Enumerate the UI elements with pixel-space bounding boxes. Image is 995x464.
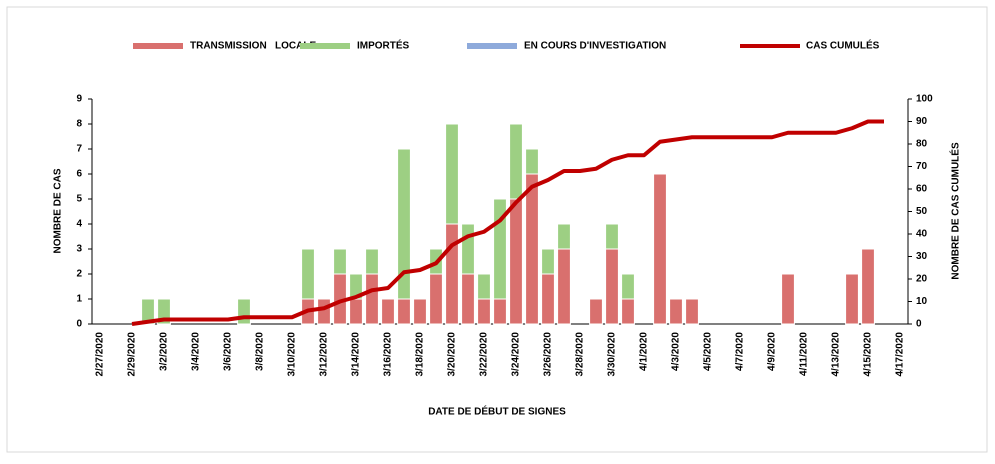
bar-segment: [365, 248, 379, 275]
y2-tick-label: 20: [916, 274, 928, 285]
y2-tick-label: 80: [916, 139, 928, 150]
y2-tick-label: 0: [916, 319, 922, 330]
x-tick-label: 3/20/2020: [447, 332, 458, 377]
bar-segment: [381, 298, 395, 325]
bar-segment: [493, 298, 507, 325]
x-tick-label: 4/17/2020: [895, 332, 906, 377]
bar-segment: [445, 123, 459, 225]
x-tick-label: 2/27/2020: [95, 332, 106, 377]
bar-segment: [141, 298, 155, 325]
x-tick-label: 3/26/2020: [543, 332, 554, 377]
y-tick-label: 1: [76, 294, 82, 305]
bar-segment: [397, 298, 411, 325]
y-tick-label: 8: [76, 119, 82, 130]
bar-segment: [445, 223, 459, 325]
legend-swatch: [133, 43, 183, 49]
y2-axis-title: NOMBRE DE CAS CUMULÉS: [949, 142, 962, 280]
bar-segment: [541, 273, 555, 325]
bar-segment: [621, 273, 635, 300]
bar-segment: [525, 148, 539, 175]
x-tick-label: 2/29/2020: [127, 332, 138, 377]
bar-segment: [653, 173, 667, 325]
x-tick-label: 4/13/2020: [831, 332, 842, 377]
bar-segment: [781, 273, 795, 325]
x-tick-label: 3/6/2020: [223, 332, 234, 371]
bar-segment: [621, 298, 635, 325]
x-tick-label: 3/18/2020: [415, 332, 426, 377]
y-tick-label: 4: [76, 219, 82, 230]
line-series: [131, 119, 884, 326]
bar-segment: [605, 248, 619, 325]
y-tick-label: 2: [76, 269, 82, 280]
x-tick-label: 3/8/2020: [255, 332, 266, 371]
bar-segment: [349, 298, 363, 325]
x-tick-label: 3/4/2020: [191, 332, 202, 371]
x-tick-label: 3/14/2020: [351, 332, 362, 377]
x-tick-label: 3/24/2020: [511, 332, 522, 377]
bar-segment: [669, 298, 683, 325]
legend-swatch: [467, 43, 517, 49]
bar-segment: [541, 248, 555, 275]
x-tick-label: 3/12/2020: [319, 332, 330, 377]
bar-segment: [413, 298, 427, 325]
bar-segment: [557, 248, 571, 325]
y-tick-label: 7: [76, 144, 82, 155]
bar-segment: [397, 148, 411, 300]
x-tick-label: 4/5/2020: [703, 332, 714, 371]
x-tick-label: 3/28/2020: [575, 332, 586, 377]
y2-tick-label: 10: [916, 296, 928, 307]
bar-segment: [557, 223, 571, 250]
y2-tick-label: 50: [916, 206, 928, 217]
x-tick-label: 3/16/2020: [383, 332, 394, 377]
y2-tick-label: 30: [916, 251, 928, 262]
bar-segment: [317, 298, 331, 325]
x-tick-label: 4/11/2020: [799, 332, 810, 376]
y2-tick-label: 70: [916, 161, 928, 172]
y-tick-label: 6: [76, 169, 82, 180]
bar-segment: [477, 273, 491, 300]
bar-segment: [589, 298, 603, 325]
legend-label: CAS CUMULÉS: [806, 39, 880, 52]
x-axis-title: DATE DE DÉBUT DE SIGNES: [428, 405, 566, 418]
y2-tick-label: 40: [916, 229, 928, 240]
bar-segment: [333, 248, 347, 275]
bar-segment: [365, 273, 379, 325]
bar-segment: [605, 223, 619, 250]
y2-tick-label: 100: [916, 94, 933, 105]
y-tick-label: 0: [76, 319, 82, 330]
bar-segment: [685, 298, 699, 325]
x-tick-label: 3/22/2020: [479, 332, 490, 377]
y-axis-title: NOMBRE DE CAS: [53, 168, 64, 253]
x-tick-label: 4/7/2020: [735, 332, 746, 371]
bar-segment: [237, 298, 251, 325]
x-tick-label: 3/10/2020: [287, 332, 298, 377]
bar-segment: [525, 173, 539, 325]
bar-segment: [477, 298, 491, 325]
bar-segment: [509, 123, 523, 200]
y-tick-label: 3: [76, 244, 82, 255]
x-tick-label: 4/9/2020: [767, 332, 778, 371]
x-tick-label: 4/1/2020: [639, 332, 650, 371]
bar-segment: [461, 273, 475, 325]
y-tick-label: 9: [76, 94, 82, 105]
y2-tick-label: 90: [916, 116, 928, 127]
x-tick-label: 3/2/2020: [159, 332, 170, 371]
y-tick-label: 5: [76, 194, 82, 205]
legend-swatch: [300, 43, 350, 49]
legend-label: EN COURS D'INVESTIGATION: [524, 41, 666, 52]
y2-tick-label: 60: [916, 184, 928, 195]
bar-segment: [509, 198, 523, 325]
legend-label: IMPORTÉS: [357, 39, 410, 52]
bar-segment: [461, 223, 475, 275]
bar-segment: [429, 273, 443, 325]
bar-segment: [301, 248, 315, 300]
x-tick-label: 4/3/2020: [671, 332, 682, 371]
bar-segment: [845, 273, 859, 325]
bar-segment: [861, 248, 875, 325]
x-tick-label: 4/15/2020: [863, 332, 874, 377]
x-tick-label: 3/30/2020: [607, 332, 618, 377]
legend-label: TRANSMISSION LOCALE: [190, 41, 316, 52]
